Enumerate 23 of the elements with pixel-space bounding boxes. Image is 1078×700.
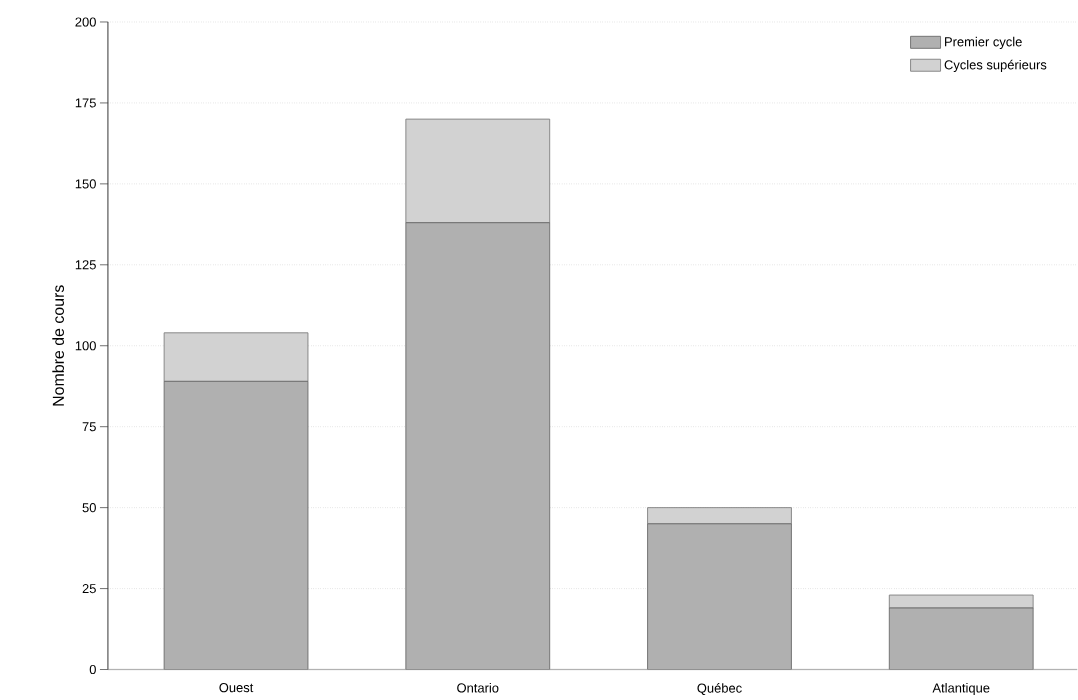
y-tick-label: 50 [82, 503, 96, 513]
x-tick-label: Atlantique [932, 683, 990, 696]
bar [647, 523, 792, 670]
y-axis-title: Nombre de cours [52, 285, 64, 406]
bar [888, 594, 1034, 609]
y-tick-label: 125 [75, 260, 96, 270]
y-tick-label: 175 [75, 98, 96, 108]
y-tick-label: 200 [75, 17, 96, 27]
y-tick-label: 0 [89, 665, 96, 675]
legend-label: Cycles supérieurs [944, 60, 1047, 73]
y-tick-label: 75 [82, 422, 96, 432]
x-tick-label: Québec [697, 683, 742, 696]
bar [647, 507, 792, 525]
bar [405, 118, 551, 224]
bar [163, 381, 309, 670]
legend-label: Premier cycle [945, 37, 1022, 50]
x-tick-label: Ontario [457, 683, 499, 693]
y-tick-label: 25 [82, 584, 96, 594]
y-tick-label: 150 [75, 179, 96, 189]
bar [163, 332, 309, 383]
y-tick-label: 100 [75, 341, 96, 351]
x-tick-label: Ouest [219, 683, 254, 693]
bar [888, 607, 1034, 670]
